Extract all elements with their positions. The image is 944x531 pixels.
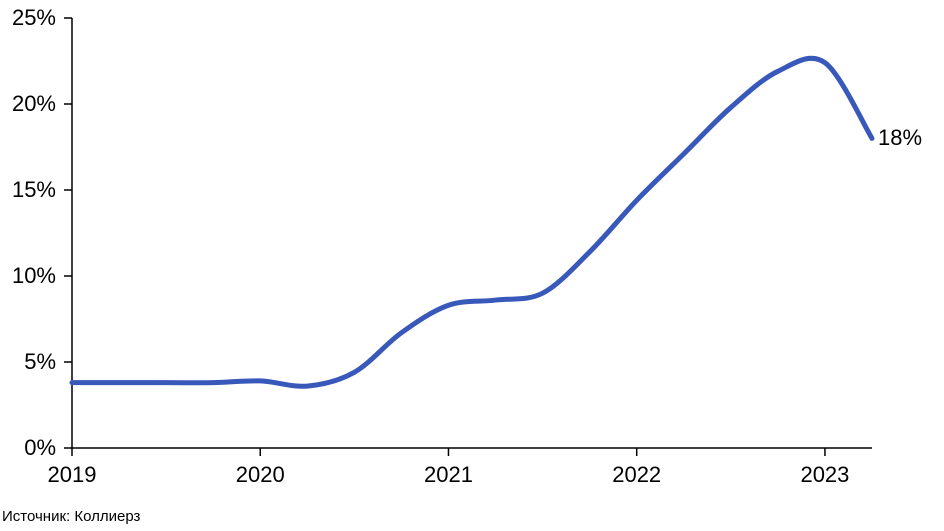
- y-tick-label: 10%: [6, 263, 56, 289]
- y-tick-label: 15%: [6, 177, 56, 203]
- y-tick-label: 0%: [6, 435, 56, 461]
- y-tick-label: 5%: [6, 349, 56, 375]
- series-end-label: 18%: [878, 125, 922, 151]
- x-tick-label: 2023: [800, 462, 849, 488]
- x-tick-label: 2020: [236, 462, 285, 488]
- plot-svg: [72, 18, 872, 448]
- y-tick-label: 25%: [6, 5, 56, 31]
- line-chart: 0%5%10%15%20%25%2019202020212022202318% …: [0, 0, 944, 531]
- x-tick-label: 2022: [612, 462, 661, 488]
- x-tick-label: 2021: [424, 462, 473, 488]
- x-tick-label: 2019: [48, 462, 97, 488]
- plot-area: [72, 18, 872, 448]
- source-text: Источник: Коллиерз: [2, 508, 140, 525]
- y-tick-label: 20%: [6, 91, 56, 117]
